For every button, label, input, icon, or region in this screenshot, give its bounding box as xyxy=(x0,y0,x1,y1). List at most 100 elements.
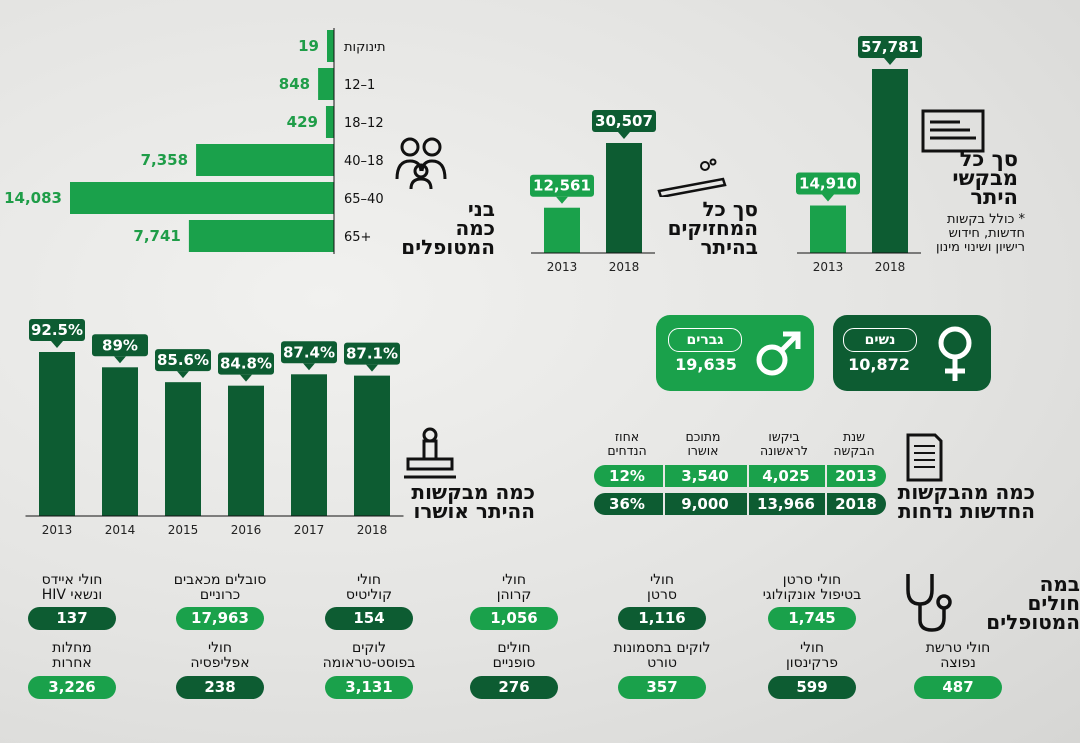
disease-label-line: כרוניים xyxy=(199,587,241,603)
disease-count: 3,131 xyxy=(325,676,413,699)
family-icon xyxy=(395,137,447,190)
age-category-label: 65–40 xyxy=(344,192,384,207)
table-cell-pct: 12% xyxy=(609,467,645,485)
age-bar xyxy=(327,30,334,62)
approved-bar xyxy=(165,382,201,516)
disease-label-line: חולי xyxy=(501,572,527,588)
age-category-label: 40–18 xyxy=(344,154,384,169)
disease-label-line: חולי סרטן xyxy=(782,572,842,588)
approved-value-label: 89% xyxy=(92,334,148,364)
table-header-line: אחוז xyxy=(614,429,640,444)
age-category-label: 18–12 xyxy=(344,116,384,131)
table-header-line: ביקשו xyxy=(768,429,800,444)
approved-year-label: 2015 xyxy=(168,523,199,537)
approved-year-label: 2018 xyxy=(357,523,388,537)
disease-count: 3,226 xyxy=(28,676,116,699)
disease-count: 137 xyxy=(28,607,116,630)
disease-count: 487 xyxy=(914,676,1002,699)
svg-text:87.4%: 87.4% xyxy=(283,343,335,361)
holders-bar xyxy=(606,143,642,253)
disease-label-line: חולי xyxy=(207,640,233,656)
disease-label-line: סופניים xyxy=(492,655,536,671)
disease-label-line: בטיפול אונקולוגי xyxy=(762,587,862,603)
disease-label: לוקים בתסמונות טורט xyxy=(597,641,727,671)
disease-label-line: סרטן xyxy=(647,587,677,603)
age-category-label: 12–1 xyxy=(344,78,375,93)
disease-count: 357 xyxy=(618,676,706,699)
disease-label-line: בפוסט-טראומה xyxy=(322,655,416,671)
disease-label: סובלים מכאבים כרוניים xyxy=(155,573,285,603)
requests-bar xyxy=(872,69,908,253)
age-bar xyxy=(196,144,334,176)
disease-label-line: חולי xyxy=(649,572,675,588)
disease-label-line: לוקים בתסמונות xyxy=(613,640,711,656)
table-cell-first: 13,966 xyxy=(747,493,823,515)
approved-year-label: 2017 xyxy=(294,523,325,537)
age-value-label: 19 xyxy=(298,37,319,55)
disease-label-line: טורט xyxy=(647,655,677,671)
disease-count: 276 xyxy=(470,676,558,699)
disease-label: חולי קוליטיס xyxy=(304,573,434,603)
requests-bar xyxy=(810,205,846,253)
stethoscope-icon xyxy=(906,574,952,632)
disease-label: חולי טרשת נפוצה xyxy=(893,641,1023,671)
disease-label-line: אפליפסיה xyxy=(190,655,250,671)
approved-bar xyxy=(291,374,327,516)
age-category-label: 65+ xyxy=(344,230,371,245)
age-bar xyxy=(70,182,334,214)
male-icon xyxy=(756,331,801,376)
age-value-label: 7,358 xyxy=(141,151,188,169)
disease-label: חולי פרקינסון xyxy=(747,641,877,671)
disease-label-line: ונשאי HIV xyxy=(41,587,103,603)
approved-value-label: 85.6% xyxy=(155,349,211,379)
table-header: ביקשו לראשונה xyxy=(747,430,821,458)
women-box: נשים 10,872 xyxy=(833,315,991,391)
table-header-line: מתוכם xyxy=(685,429,721,444)
disease-label-line: אחרות xyxy=(52,655,92,671)
stamp-icon xyxy=(404,427,456,479)
table-header: מתוכם אושרו xyxy=(663,430,743,458)
disease-label-line: חולי xyxy=(356,572,382,588)
svg-text:14,910: 14,910 xyxy=(799,175,857,193)
disease-count: 1,745 xyxy=(768,607,856,630)
disease-label-line: מחלות xyxy=(52,640,92,656)
table-row: 36% 9,000 13,966 2018 xyxy=(594,493,886,515)
men-label: גברים xyxy=(668,328,742,352)
svg-text:85.6%: 85.6% xyxy=(157,351,209,369)
svg-text:92.5%: 92.5% xyxy=(31,321,83,339)
female-icon xyxy=(938,326,972,381)
disease-label: לוקים בפוסט-טראומה xyxy=(304,641,434,671)
holders-value-label: 12,561 xyxy=(530,174,594,204)
disease-label: חולי אפליפסיה xyxy=(155,641,285,671)
approved-year-label: 2016 xyxy=(231,523,262,537)
approved-title: כמה מבקשות ההיתר אושרו xyxy=(411,480,535,523)
disease-label-line: קרוהן xyxy=(496,587,532,603)
age-bar xyxy=(318,68,334,100)
approved-value-label: 84.8% xyxy=(218,352,274,382)
table-row: 12% 3,540 4,025 2013 xyxy=(594,465,886,487)
approved-bar xyxy=(102,367,138,516)
disease-label: חולי סרטן xyxy=(597,573,727,603)
men-value: 19,635 xyxy=(675,355,737,374)
table-cell-year: 2013 xyxy=(825,465,885,487)
requests-year-label: 2018 xyxy=(875,260,906,274)
disease-label-line: נפוצה xyxy=(940,655,976,671)
svg-text:89%: 89% xyxy=(102,336,138,354)
requests-title: סך כל מבקשי היתר xyxy=(952,147,1018,209)
joint-icon xyxy=(657,158,727,197)
disease-count: 1,116 xyxy=(618,607,706,630)
disease-label-line: קוליטיס xyxy=(345,587,393,603)
holders-year-label: 2018 xyxy=(609,260,640,274)
approved-year-label: 2014 xyxy=(105,523,136,537)
age-bar xyxy=(325,106,334,138)
age-value-label: 848 xyxy=(279,75,310,93)
approved-bar xyxy=(39,352,75,516)
table-cell-approved: 3,540 xyxy=(663,465,745,487)
svg-text:87.1%: 87.1% xyxy=(346,345,398,363)
approved-value-label: 92.5% xyxy=(29,319,85,348)
table-cell-year: 2018 xyxy=(825,493,885,515)
disease-count: 1,056 xyxy=(470,607,558,630)
requests-value-label: 57,781 xyxy=(858,36,922,65)
disease-label: מחלות אחרות xyxy=(7,641,137,671)
